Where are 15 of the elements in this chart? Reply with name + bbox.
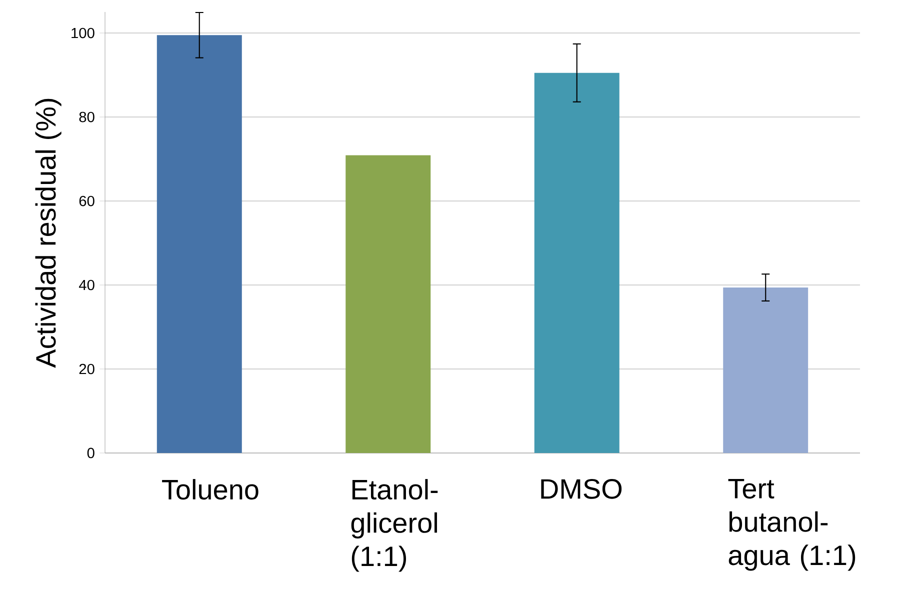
x-tick-label: DMSO	[541, 479, 622, 499]
bar	[723, 288, 808, 453]
y-tick-label: 0	[87, 448, 94, 458]
x-tick-label: Etanol-glicerol (1:1)	[351, 479, 438, 572]
bar	[156, 35, 242, 453]
y-tick-label: 100	[72, 28, 94, 38]
y-tick-label: 60	[79, 196, 94, 206]
y-axis-title: Actividad residual (%)	[35, 98, 62, 368]
x-tick-label: Tert butanol-agua (1:1)	[728, 479, 856, 571]
y-tick-label: 80	[79, 112, 94, 122]
y-tick-label: 20	[79, 364, 94, 374]
bar	[346, 155, 431, 453]
x-tick-label: Tolueno	[162, 479, 258, 500]
bar	[534, 72, 620, 453]
y-tick-label: 40	[78, 280, 94, 290]
